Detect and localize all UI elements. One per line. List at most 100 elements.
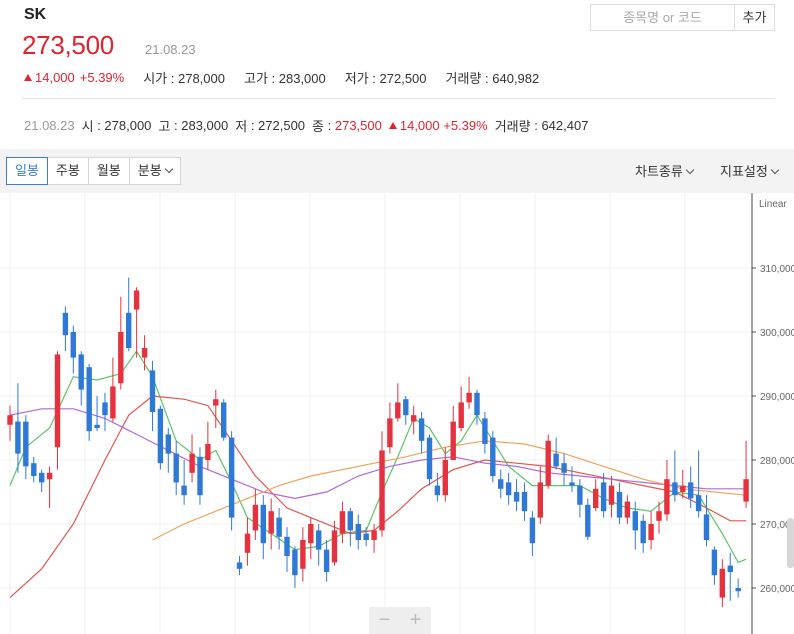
candle-body	[703, 514, 710, 540]
candle-body	[126, 312, 132, 348]
candle-body	[94, 424, 100, 428]
candle-body	[656, 511, 662, 521]
chart-type-dropdown[interactable]: 차트종류	[635, 161, 695, 180]
zoom-in-button[interactable]: +	[409, 609, 422, 631]
scrollbar-handle	[787, 518, 794, 568]
chevron-down-icon	[685, 165, 695, 175]
candle-body	[664, 479, 670, 515]
chart-toolbar: 일봉 주봉 월봉 분봉 차트종류 지표설정	[0, 149, 794, 193]
y-tick-label: 260,000	[760, 584, 794, 595]
y-tick-label: 270,000	[760, 520, 794, 531]
candle-body	[680, 485, 686, 492]
candle-body	[688, 482, 694, 499]
candle-body	[513, 492, 520, 502]
candle-body	[39, 472, 45, 483]
up-arrow-icon	[388, 122, 397, 129]
candle-body	[624, 501, 631, 518]
summary-high: 283,000	[181, 118, 229, 133]
candle-body	[569, 482, 575, 486]
candle-body	[355, 524, 361, 540]
high-label: 고가	[243, 71, 268, 86]
stock-search-input[interactable]: 종목명 or 코드	[590, 4, 735, 31]
candle-body	[458, 402, 464, 428]
candle-body	[418, 418, 425, 441]
volume: 거래량 : 640,982	[445, 71, 540, 86]
candle-body	[189, 453, 195, 473]
price-chart[interactable]: 310,000 300,000 290,000 280,000 270,000 260,0…	[0, 193, 794, 634]
tab-monthly[interactable]: 월봉	[88, 157, 130, 185]
add-button[interactable]: 추가	[735, 4, 775, 31]
candle-body	[482, 418, 488, 444]
candle-body	[54, 354, 61, 448]
candle-body	[426, 437, 433, 480]
y-tick-label: 310,000	[760, 264, 794, 275]
low-value: 272,500	[379, 71, 427, 86]
tab-minute[interactable]: 분봉	[129, 157, 181, 185]
candle-body	[213, 399, 219, 406]
summary-change: 14,000 +5.39%	[388, 118, 488, 133]
candle-body	[133, 290, 140, 310]
open-value: 278,000	[177, 71, 225, 86]
candle-body	[149, 370, 156, 412]
price-change: 14,000 +5.39%	[24, 70, 124, 85]
quote-details: 14,000 +5.39% 시가 : 278,000 고가 : 283,000 …	[24, 68, 539, 87]
candle-body	[78, 354, 84, 390]
candle-body	[743, 479, 749, 502]
high-value: 283,000	[278, 71, 326, 86]
candle-body	[608, 485, 615, 505]
candle-body	[86, 367, 92, 432]
scale-label: Linear	[759, 199, 787, 210]
candle-body	[316, 530, 322, 550]
candle-body	[585, 504, 591, 537]
high-price: 고가 : 283,000	[243, 71, 326, 86]
candle-body	[46, 472, 53, 480]
candle-body	[593, 488, 599, 508]
candle-body	[403, 399, 409, 416]
candle-body	[244, 533, 251, 553]
change-percent: +5.39%	[79, 70, 125, 85]
candle-body	[529, 517, 536, 544]
candle-body	[70, 332, 76, 358]
summary-date: 21.08.23	[24, 118, 75, 133]
candle-body	[62, 312, 69, 336]
candle-body	[719, 568, 725, 598]
candle-body	[347, 511, 353, 531]
tab-minute-label: 분봉	[137, 163, 162, 178]
indicator-settings-dropdown[interactable]: 지표설정	[720, 161, 780, 180]
open-price: 시가 : 278,000	[143, 71, 225, 86]
summary-open: 278,000	[104, 118, 152, 133]
candle-body	[577, 485, 583, 505]
candle-body	[727, 565, 733, 572]
candle-body	[260, 504, 266, 544]
candle-body	[141, 348, 148, 358]
y-tick-label: 290,000	[760, 392, 794, 403]
summary-change-amount: 14,000	[399, 118, 440, 133]
indicator-label: 지표설정	[720, 164, 768, 179]
candle-body	[173, 453, 179, 483]
zoom-out-button[interactable]: −	[378, 609, 391, 631]
summary-low: 272,500	[258, 118, 306, 133]
candle-body	[379, 450, 385, 531]
candle-body	[498, 479, 504, 489]
candle-body	[695, 495, 702, 512]
candle-body	[308, 524, 314, 544]
chevron-down-icon	[770, 165, 780, 175]
candle-body	[490, 437, 496, 476]
candlestick-chart[interactable]: 310,000 300,000 290,000 280,000 270,000 260,0…	[0, 193, 794, 634]
summary-close: 273,500	[334, 118, 382, 133]
candle-body	[228, 437, 235, 518]
tab-weekly[interactable]: 주봉	[47, 157, 89, 185]
summary-close-label: 종	[312, 119, 325, 134]
candle-body	[450, 421, 456, 460]
candle-body	[553, 453, 559, 467]
change-amount: 14,000	[35, 70, 75, 85]
candle-body	[118, 332, 124, 384]
candle-body	[466, 392, 472, 403]
candle-body	[331, 530, 338, 563]
candle-body	[23, 421, 29, 467]
current-price: 273,500	[22, 30, 114, 60]
candle-body	[205, 444, 211, 460]
tab-daily[interactable]: 일봉	[6, 157, 48, 185]
candle-body	[236, 562, 243, 569]
summary-change-percent: +5.39%	[443, 118, 488, 133]
